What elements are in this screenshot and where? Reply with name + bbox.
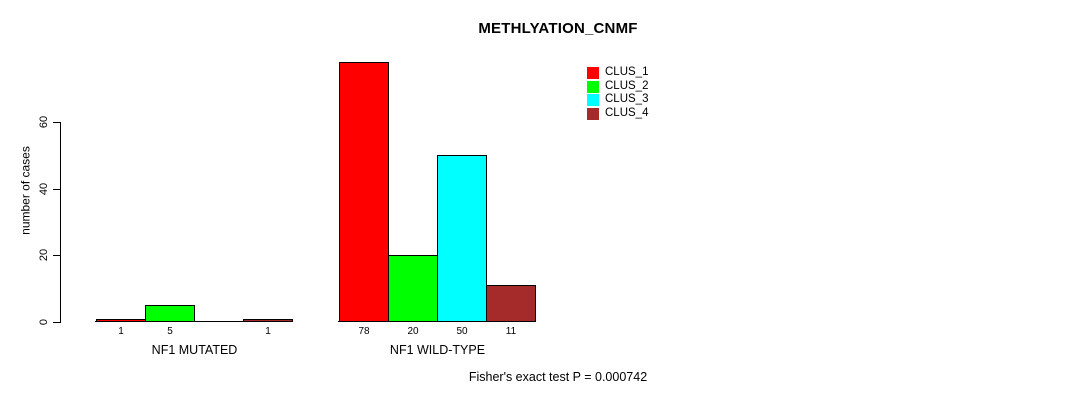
legend-label: CLUS_4 xyxy=(605,107,649,120)
y-tick-label: 40 xyxy=(38,182,50,196)
bar-value-label: 20 xyxy=(407,326,419,337)
bar xyxy=(243,319,293,322)
bar-value-label: 1 xyxy=(118,326,124,337)
y-tick-mark xyxy=(53,255,60,256)
y-tick-label: 20 xyxy=(38,248,50,262)
x-group-label: NF1 MUTATED xyxy=(151,343,238,357)
legend-label: CLUS_2 xyxy=(605,79,649,92)
y-tick-mark xyxy=(53,189,60,190)
bar-value-label: 50 xyxy=(456,326,468,337)
fisher-test-note: Fisher's exact test P = 0.000742 xyxy=(468,370,648,384)
bar-value-label: 1 xyxy=(265,326,271,337)
legend-label: CLUS_3 xyxy=(605,93,649,106)
y-axis-line xyxy=(60,122,61,323)
y-tick-label: 60 xyxy=(38,115,50,129)
bar xyxy=(339,62,389,322)
legend-swatch xyxy=(587,80,599,93)
legend-swatch xyxy=(587,94,599,107)
y-tick-label: 0 xyxy=(38,318,50,326)
bar xyxy=(486,285,536,322)
bar xyxy=(96,319,146,322)
bar-value-label: 11 xyxy=(505,326,517,337)
bar xyxy=(388,255,438,322)
bar-value-label: 78 xyxy=(358,326,370,337)
y-tick-mark xyxy=(53,322,60,323)
y-axis-label: number of cases xyxy=(18,146,33,235)
bar xyxy=(145,305,195,322)
chart-title: METHLYATION_CNMF xyxy=(478,20,638,37)
legend-swatch xyxy=(587,108,599,121)
y-tick-mark xyxy=(53,122,60,123)
legend-label: CLUS_1 xyxy=(605,66,649,78)
x-group-label: NF1 WILD-TYPE xyxy=(389,343,486,357)
bar-value-label: 5 xyxy=(167,326,173,337)
legend-swatch xyxy=(587,67,599,79)
bar xyxy=(437,155,487,322)
